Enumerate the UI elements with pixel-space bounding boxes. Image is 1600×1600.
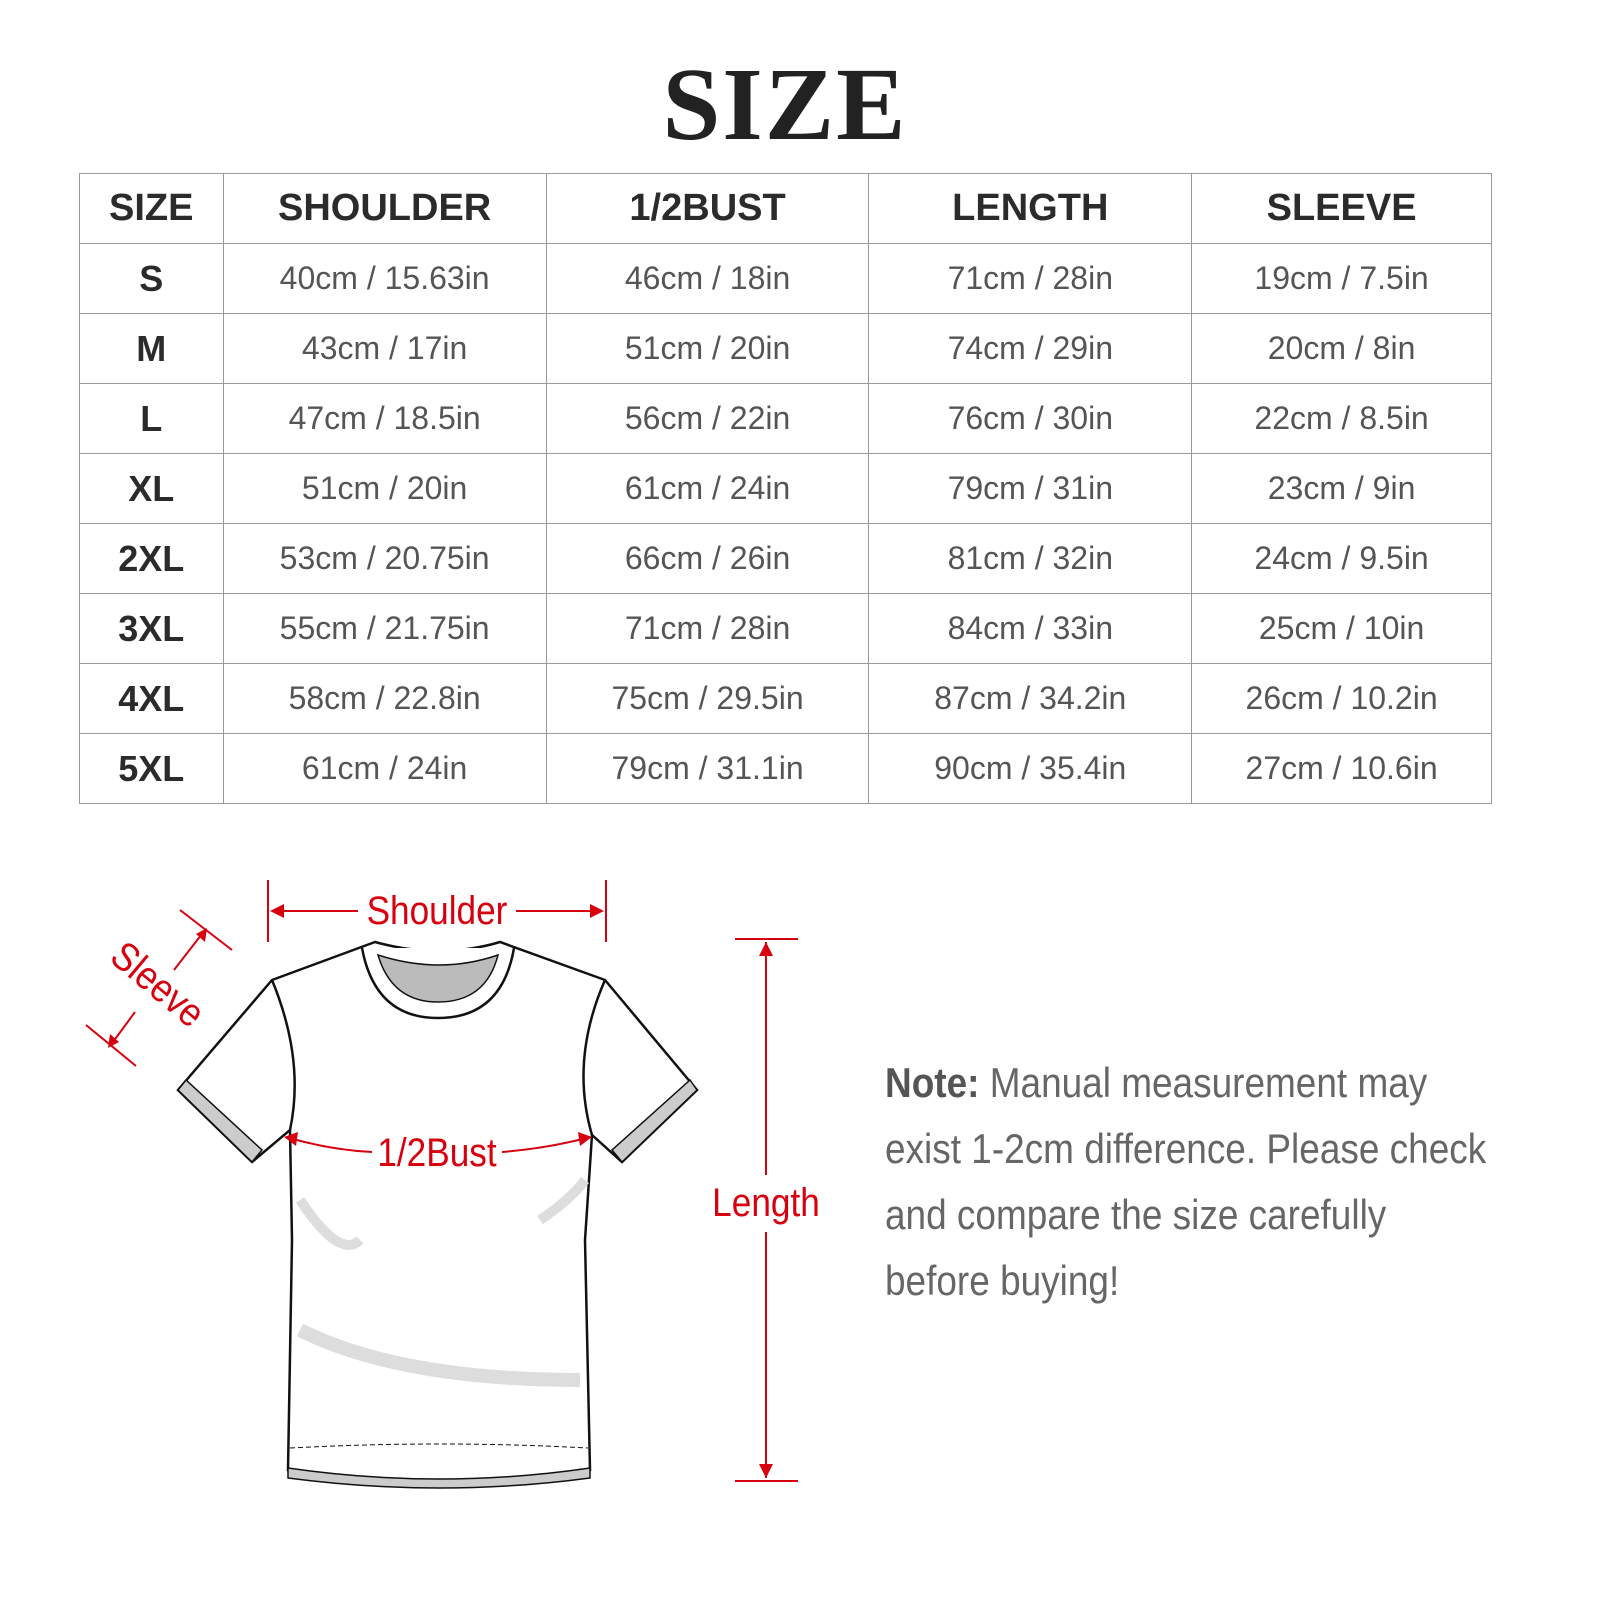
shoulder-label: Shoulder [367,888,508,933]
column-header: SIZE [79,173,224,244]
size-table: SIZE SHOULDER 1/2BUST LENGTH SLEEVE S 40cm / … [79,173,1492,804]
measurement-cell: 25cm / 10in [1191,593,1492,664]
measurement-cell: 47cm / 18.5in [222,383,547,454]
measurement-cell: 53cm / 20.75in [222,523,547,594]
measurement-cell: 71cm / 28in [868,243,1193,314]
measurement-cell: 90cm / 35.4in [868,733,1193,804]
measurement-cell: 76cm / 30in [868,383,1193,454]
tshirt-illustration [176,940,699,1489]
measurement-cell: 75cm / 29.5in [545,663,870,734]
measurement-cell: 43cm / 17in [222,313,547,384]
size-cell: L [79,383,224,454]
note-text: Note: Manual measurement may exist 1-2cm… [885,1050,1501,1314]
measurement-cell: 66cm / 26in [545,523,870,594]
column-header: SLEEVE [1191,173,1492,244]
table-row: M 43cm / 17in 51cm / 20in 74cm / 29in 20cm /… [79,313,1492,384]
measurement-cell: 79cm / 31.1in [545,733,870,804]
size-cell: 3XL [79,593,224,664]
measurement-cell: 58cm / 22.8in [222,663,547,734]
measurement-cell: 22cm / 8.5in [1191,383,1492,454]
table-row: 2XL 53cm / 20.75in 66cm / 26in 81cm / 32in 2… [79,523,1492,594]
note-label: Note: [885,1059,980,1106]
table-row: L 47cm / 18.5in 56cm / 22in 76cm / 30in 22cm… [79,383,1492,454]
measurement-cell: 24cm / 9.5in [1191,523,1492,594]
table-row: 3XL 55cm / 21.75in 71cm / 28in 84cm / 33in 2… [79,593,1492,664]
page-title: SIZE [662,47,908,162]
note-body: Manual measurement may exist 1-2cm diffe… [885,1059,1487,1304]
measurement-cell: 55cm / 21.75in [222,593,547,664]
measurement-cell: 84cm / 33in [868,593,1193,664]
column-header: 1/2BUST [545,173,870,244]
measurement-cell: 61cm / 24in [545,453,870,524]
measurement-cell: 56cm / 22in [545,383,870,454]
measurement-cell: 61cm / 24in [222,733,547,804]
column-header: LENGTH [868,173,1193,244]
measurement-cell: 19cm / 7.5in [1191,243,1492,314]
length-label: Length [712,1180,820,1225]
measurement-arrows [85,880,798,1482]
measurement-cell: 27cm / 10.6in [1191,733,1492,804]
measurement-cell: 51cm / 20in [222,453,547,524]
size-cell: XL [79,453,224,524]
measurement-cell: 74cm / 29in [868,313,1193,384]
measurement-cell: 23cm / 9in [1191,453,1492,524]
table-header-row: SIZE SHOULDER 1/2BUST LENGTH SLEEVE [79,173,1492,244]
size-cell: 4XL [79,663,224,734]
bust-label: 1/2Bust [377,1130,497,1175]
measurement-cell: 20cm / 8in [1191,313,1492,384]
size-cell: S [79,243,224,314]
table-row: 4XL 58cm / 22.8in 75cm / 29.5in 87cm / 34.2… [79,663,1492,734]
measurement-cell: 71cm / 28in [545,593,870,664]
size-cell: M [79,313,224,384]
measurement-cell: 26cm / 10.2in [1191,663,1492,734]
table-row: XL 51cm / 20in 61cm / 24in 79cm / 31in 23cm … [79,453,1492,524]
table-row: 5XL 61cm / 24in 79cm / 31.1in 90cm / 35.4in… [79,733,1492,804]
measurement-cell: 46cm / 18in [545,243,870,314]
sleeve-label: Sleeve [103,932,214,1035]
measurement-cell: 40cm / 15.63in [222,243,547,314]
measurement-cell: 81cm / 32in [868,523,1193,594]
size-cell: 5XL [79,733,224,804]
table-row: S 40cm / 15.63in 46cm / 18in 71cm / 28in 19c… [79,243,1492,314]
